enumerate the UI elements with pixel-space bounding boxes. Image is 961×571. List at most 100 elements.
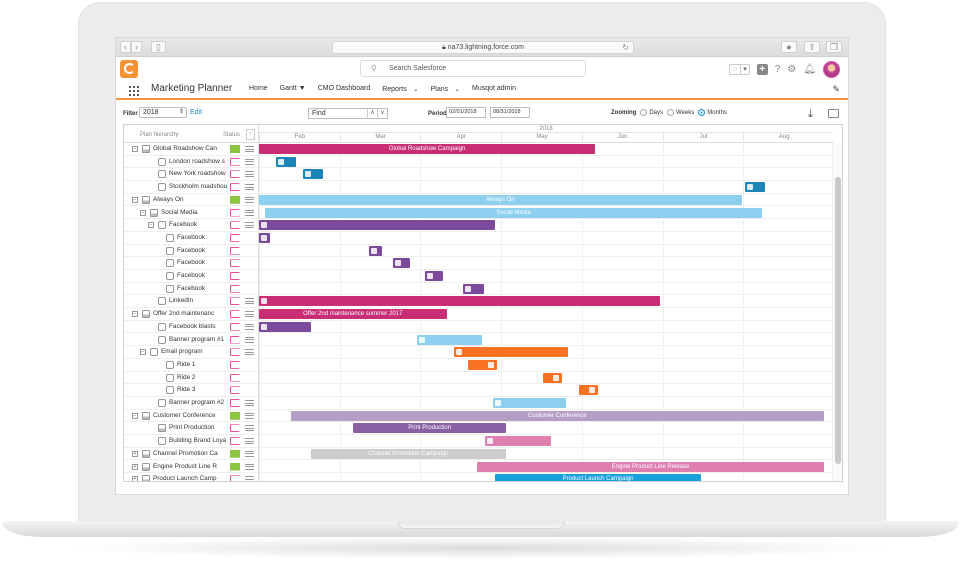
gantt-row[interactable]: Facebook blasts (124, 321, 833, 334)
row-label[interactable]: Building Brand Loya (169, 437, 227, 445)
row-menu-icon[interactable] (245, 171, 254, 178)
gantt-bar[interactable] (468, 359, 498, 370)
collapse-icon[interactable]: − (132, 196, 138, 203)
row-label[interactable]: Print Production (169, 424, 215, 432)
reload-icon[interactable]: ↻ (622, 43, 629, 52)
vertical-scrollbar[interactable] (835, 177, 841, 464)
gantt-bar[interactable] (454, 347, 569, 358)
row-menu-icon[interactable] (245, 463, 254, 470)
row-label[interactable]: Global Roadshow Can (153, 145, 217, 152)
chart-view-icon[interactable] (828, 109, 839, 118)
gantt-bar[interactable] (259, 220, 496, 231)
address-bar[interactable]: 🔒︎ na73.lightning.force.com ↻ (332, 41, 634, 54)
gantt-row[interactable]: Banner program #1 (124, 334, 833, 347)
gantt-row[interactable]: Ride 1 (124, 359, 833, 372)
period-start-input[interactable]: 02/01/2018 (446, 107, 486, 118)
gantt-bar[interactable]: Channel Promotion Campaign (310, 448, 506, 459)
gantt-bar[interactable]: Offer 2nd maintenance summer 2017 (259, 309, 447, 320)
chevron-down-icon[interactable]: ⌄ (454, 86, 460, 93)
collapse-icon[interactable]: − (132, 146, 138, 152)
gantt-row[interactable]: + Channel Promotion Ca Channel Promotion C… (124, 448, 833, 461)
gantt-bar[interactable] (416, 334, 482, 345)
row-label[interactable]: London roadshow s (169, 157, 225, 165)
gantt-row[interactable]: Ride 2 (124, 372, 833, 385)
back-button[interactable]: ‹ (120, 41, 131, 53)
row-menu-icon[interactable] (245, 209, 254, 216)
zoom-months-radio[interactable] (698, 109, 706, 116)
row-label[interactable]: Product Launch Camp (153, 475, 217, 482)
app-launcher-icon[interactable] (128, 85, 139, 96)
row-menu-icon[interactable] (245, 184, 254, 191)
gantt-row[interactable]: Facebook (124, 270, 833, 283)
expand-icon[interactable]: + (132, 450, 138, 457)
gantt-bar[interactable]: Customer Conference (290, 410, 824, 421)
search-input[interactable]: ⚲ Search Salesforce (360, 60, 586, 77)
tab-reports[interactable]: Reports ⌄ (382, 85, 418, 93)
gantt-bar[interactable] (542, 372, 562, 383)
gantt-bar[interactable] (259, 296, 661, 307)
downloads-button[interactable]: ● (781, 41, 797, 53)
forward-button[interactable]: › (131, 41, 142, 53)
period-end-input[interactable]: 08/31/2018 (490, 107, 530, 118)
row-label[interactable]: Facebook (177, 272, 206, 279)
edit-filter-link[interactable]: Edit (190, 109, 203, 116)
row-label[interactable]: Channel Promotion Ca (153, 449, 218, 457)
zoom-weeks-radio[interactable] (667, 109, 674, 116)
collapse-icon[interactable]: − (132, 311, 138, 318)
gantt-row[interactable]: − Always On Always On (124, 194, 833, 207)
tabs-button[interactable]: ❐ (826, 41, 842, 53)
edit-nav-pencil-icon[interactable]: ✎ (832, 84, 840, 94)
chevron-down-icon[interactable]: ⌄ (412, 86, 419, 93)
add-icon[interactable]: + (756, 63, 768, 75)
gantt-bar[interactable] (425, 271, 443, 281)
gantt-bar[interactable] (303, 169, 323, 180)
row-menu-icon[interactable] (245, 425, 254, 432)
gantt-bar[interactable] (744, 182, 765, 193)
row-label[interactable]: Engine Product Line R (153, 462, 217, 470)
gantt-row[interactable]: Facebook (124, 232, 833, 245)
row-label[interactable]: Ride 1 (177, 360, 196, 368)
gantt-bar[interactable] (369, 245, 383, 256)
bell-icon[interactable]: 🔔︎ (803, 63, 816, 75)
gantt-row[interactable]: Facebook (124, 257, 833, 270)
gantt-row[interactable]: − Offer 2nd maintenanc Offer 2nd maintenan… (124, 308, 833, 321)
gantt-bar[interactable]: Always On (259, 194, 742, 205)
row-label[interactable]: LinkedIn (169, 297, 194, 305)
row-label[interactable]: Social Media (161, 208, 198, 216)
gantt-bar[interactable] (259, 321, 311, 332)
gantt-row[interactable]: − Customer Conference Customer Conference (124, 410, 833, 423)
gantt-row[interactable]: − Facebook (124, 219, 833, 232)
gantt-row[interactable]: + Product Launch Camp Product Launch Campa… (124, 473, 833, 482)
favorites-button[interactable]: ☆ ▾ (728, 63, 750, 75)
row-menu-icon[interactable] (245, 476, 254, 481)
gantt-row[interactable]: New York roadshow (124, 168, 833, 182)
gantt-row[interactable]: Facebook (124, 245, 833, 258)
row-menu-icon[interactable] (245, 450, 254, 457)
expand-icon[interactable]: + (132, 463, 138, 470)
row-menu-icon[interactable] (245, 336, 254, 343)
gantt-row[interactable]: Ride 3 (124, 384, 833, 397)
row-menu-icon[interactable] (245, 222, 254, 229)
row-menu-icon[interactable] (245, 146, 254, 152)
collapse-icon[interactable]: − (140, 349, 146, 356)
row-label[interactable]: Facebook (169, 221, 198, 229)
row-label[interactable]: Banner program #1 (169, 335, 225, 343)
gantt-bar[interactable] (579, 385, 598, 396)
gantt-bar[interactable]: Print Production (353, 423, 506, 434)
row-label[interactable]: Facebook (177, 233, 206, 241)
gantt-row[interactable]: Banner program #2 (124, 397, 833, 410)
gantt-row[interactable]: Facebook (124, 283, 833, 296)
share-button[interactable]: ⇪ (804, 41, 820, 53)
collapse-panel-button[interactable]: ‹ (246, 129, 255, 140)
row-label[interactable]: Facebook (177, 284, 206, 292)
gantt-bar[interactable]: Social Media (265, 207, 762, 218)
row-menu-icon[interactable] (245, 400, 254, 406)
gantt-bar[interactable] (492, 398, 566, 408)
row-label[interactable]: Customer Conference (153, 411, 216, 419)
gantt-row[interactable]: + Engine Product Line R Engine Product Lin… (124, 461, 833, 474)
find-next-icon[interactable]: ∨ (377, 109, 387, 118)
filter-select[interactable]: 2018 ⇕ (139, 107, 187, 118)
row-label[interactable]: Facebook (177, 259, 206, 267)
row-menu-icon[interactable] (245, 158, 254, 165)
row-label[interactable]: Facebook blasts (169, 322, 216, 330)
